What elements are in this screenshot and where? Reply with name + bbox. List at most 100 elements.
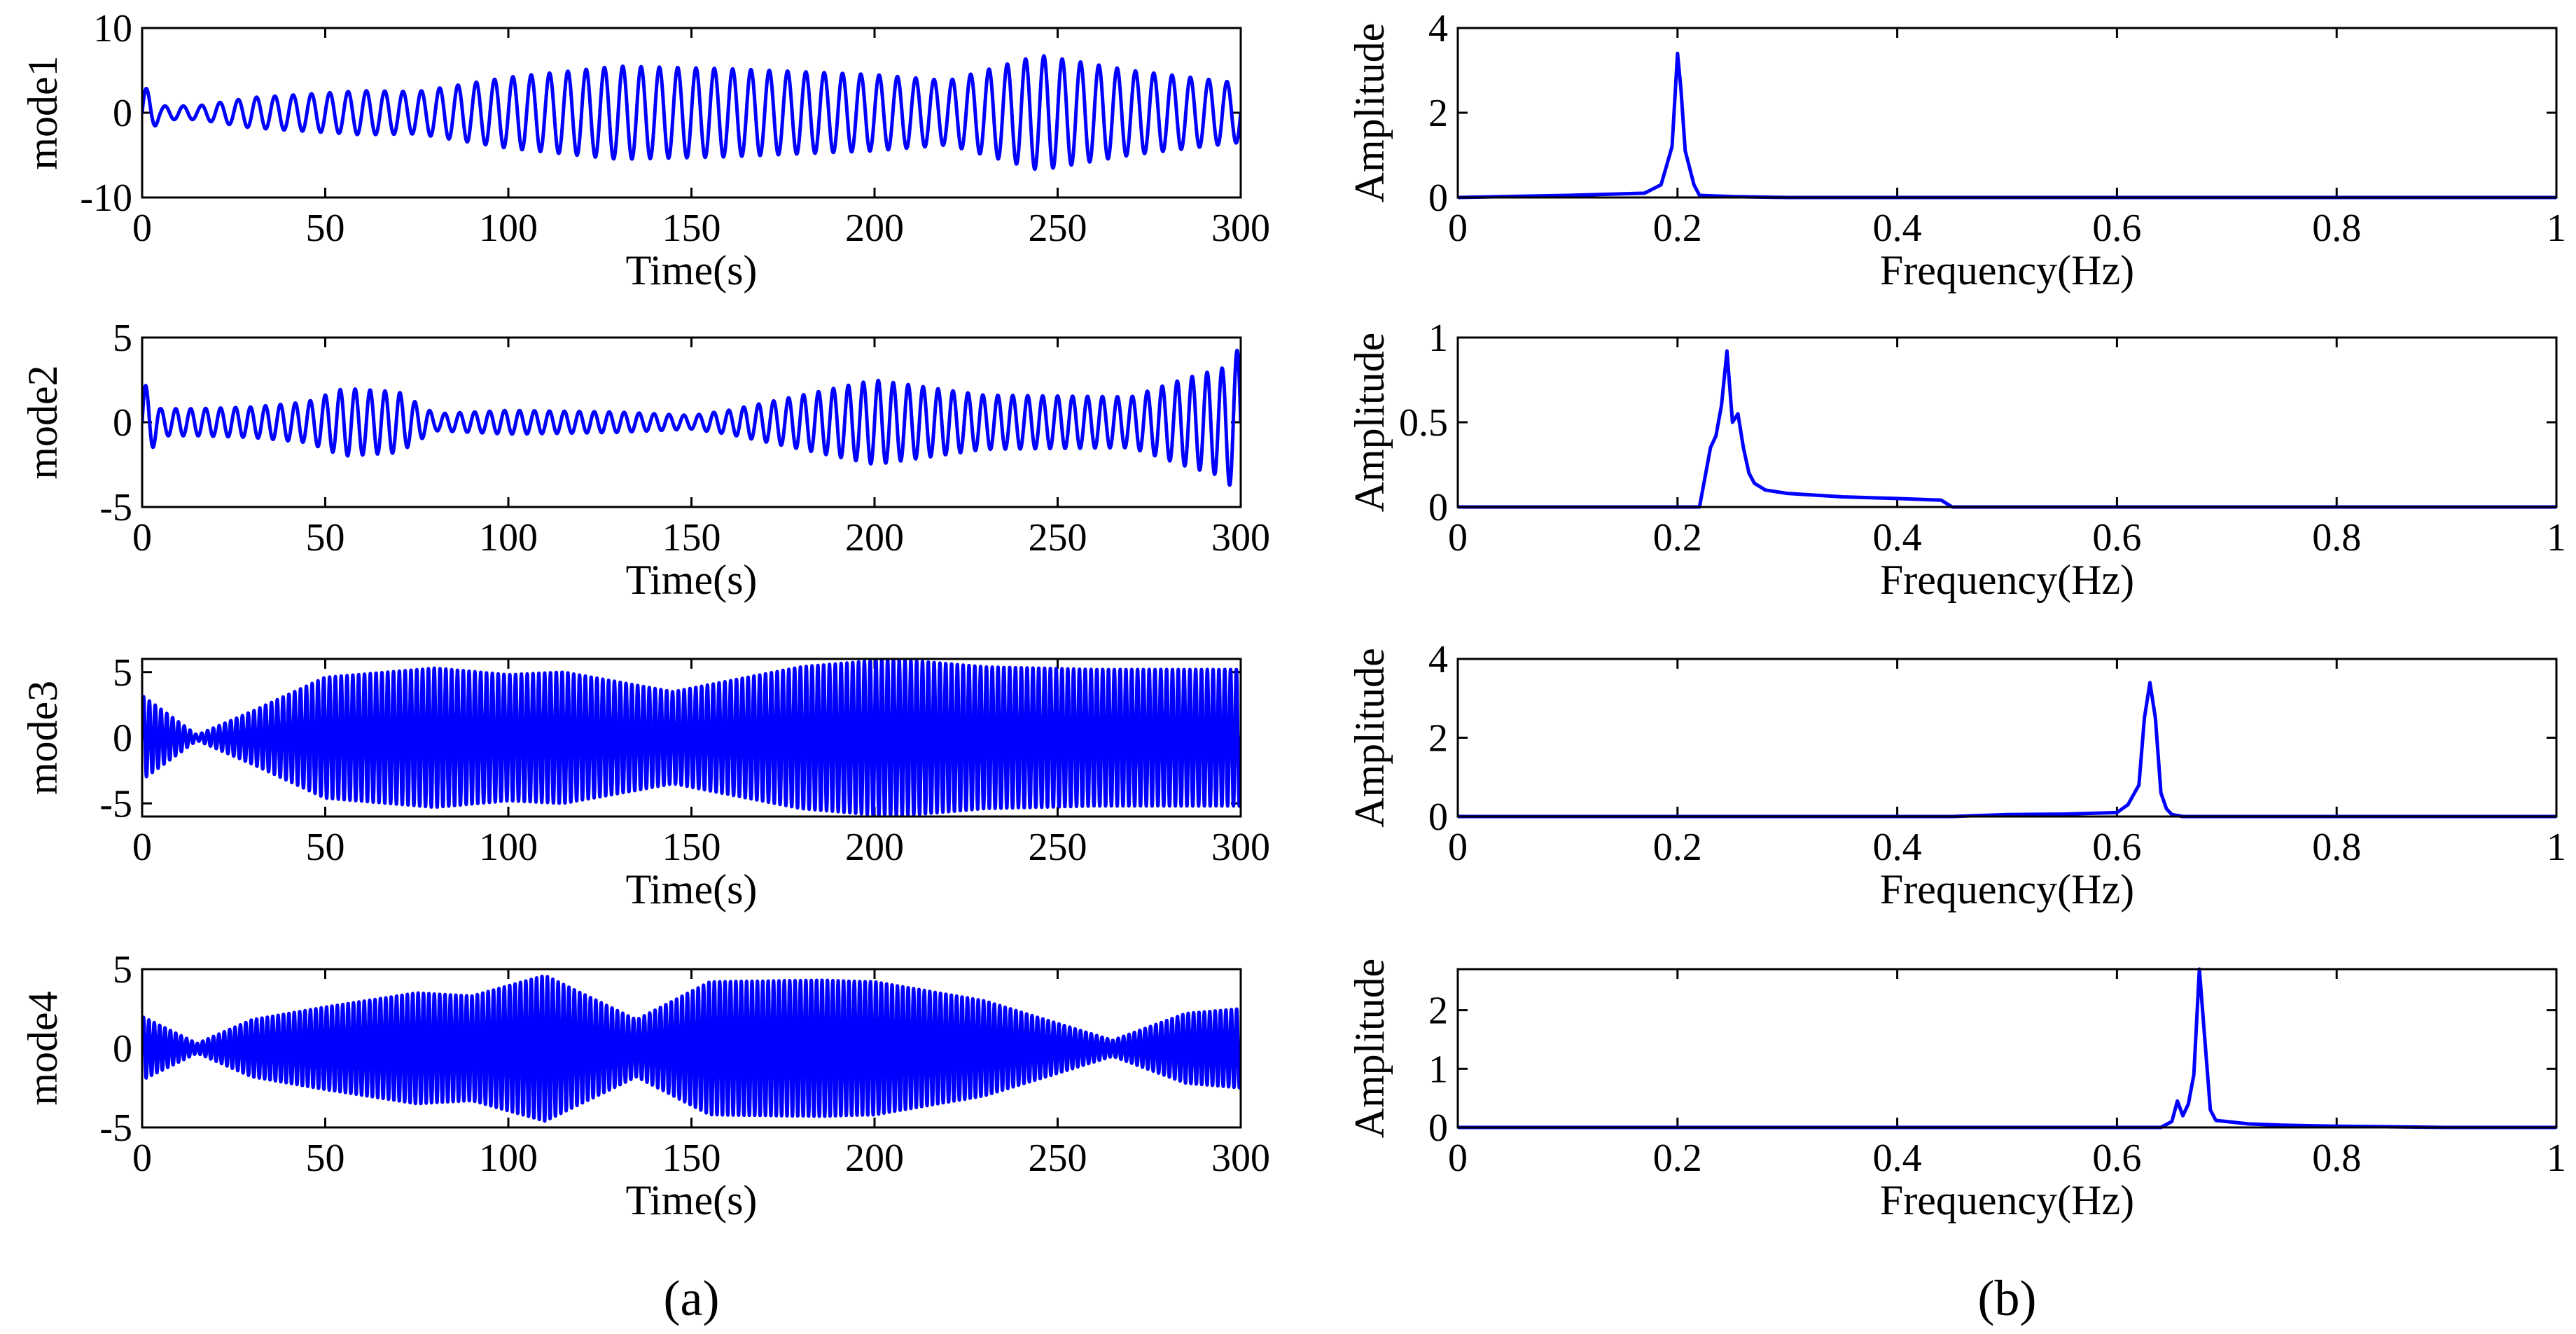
- spectrum-plot-2: 0 0.2 0.4 0.6 0.8 1 1 0.5 0 Frequency(Hz) Amplitud…: [1346, 317, 2566, 603]
- x-axis-label: Time(s): [626, 247, 758, 293]
- panel-label-b: (b): [1978, 1270, 2037, 1326]
- mode-series-line: [142, 974, 1241, 1123]
- x-tick-label: 300: [1211, 207, 1270, 250]
- amplitude-series-line: [1458, 349, 2556, 509]
- x-tick-label: 1: [2547, 826, 2566, 869]
- y-tick-label: -5: [99, 782, 132, 826]
- spectrum-plot-4: 0 0.2 0.4 0.6 0.8 1 2 1 0 Frequency(Hz) Amplitude: [1346, 959, 2566, 1223]
- y-tick-label: 0: [1428, 486, 1448, 529]
- x-tick-label: 100: [479, 826, 538, 869]
- y-tick-label: 5: [113, 651, 132, 695]
- x-tick-label: 0: [132, 1137, 152, 1180]
- x-tick-label: 250: [1029, 516, 1087, 560]
- x-axis-label: Frequency(Hz): [1880, 557, 2134, 603]
- plot-frame: [1456, 658, 2558, 818]
- y-axis-label: mode2: [20, 365, 66, 479]
- x-tick-label: 0: [1448, 1137, 1468, 1180]
- x-tick-label: 0.8: [2312, 207, 2361, 250]
- x-tick-label: 0.8: [2312, 1137, 2361, 1180]
- x-tick-label: 0.4: [1873, 516, 1922, 560]
- y-axis-label: Amplitude: [1346, 959, 1393, 1139]
- y-tick-label: 0: [113, 92, 132, 135]
- y-tick-label: 2: [1428, 717, 1448, 760]
- x-axis-label: Frequency(Hz): [1880, 247, 2134, 293]
- x-tick-label: 100: [479, 516, 538, 560]
- y-tick-label: 0: [1428, 1106, 1448, 1150]
- x-tick-label: 200: [845, 1137, 904, 1180]
- x-tick-label: 50: [306, 516, 345, 560]
- x-axis-label: Time(s): [626, 866, 758, 912]
- y-tick-label: 1: [1428, 317, 1448, 360]
- y-tick-label: 4: [1428, 638, 1448, 681]
- mode-series-line: [142, 348, 1241, 487]
- x-tick-label: 0.2: [1653, 826, 1702, 869]
- x-tick-label: 1: [2547, 207, 2566, 250]
- y-tick-label: 0: [113, 1027, 132, 1071]
- y-axis-label: mode4: [20, 991, 66, 1105]
- y-axis-label: mode1: [20, 55, 66, 169]
- mode-series-line: [142, 54, 1241, 171]
- x-tick-label: 0.6: [2092, 1137, 2141, 1180]
- y-tick-label: 10: [93, 7, 132, 50]
- y-tick-label: 0.5: [1399, 401, 1448, 445]
- plot-frame: [141, 27, 1242, 199]
- amplitude-series-line: [1458, 967, 2556, 1130]
- x-axis-label: Frequency(Hz): [1880, 1177, 2134, 1223]
- y-tick-label: -5: [99, 486, 132, 529]
- x-tick-label: 50: [306, 1137, 345, 1180]
- x-tick-label: 200: [845, 207, 904, 250]
- y-axis-label: mode3: [20, 681, 66, 795]
- x-tick-label: 0.4: [1873, 826, 1922, 869]
- x-tick-label: 0.2: [1653, 516, 1702, 560]
- plot-frame: [1456, 336, 2558, 508]
- x-axis-label: Frequency(Hz): [1880, 866, 2134, 912]
- plot-frame: [141, 658, 1242, 818]
- x-tick-label: 0.2: [1653, 207, 1702, 250]
- y-tick-label: -10: [80, 176, 132, 220]
- panel-label-a: (a): [664, 1270, 720, 1326]
- x-tick-label: 200: [845, 516, 904, 560]
- x-tick-label: 0: [1448, 826, 1468, 869]
- x-tick-label: 100: [479, 207, 538, 250]
- y-tick-label: 0: [1428, 795, 1448, 839]
- plot-frame: [141, 968, 1242, 1129]
- y-tick-label: 0: [1428, 176, 1448, 220]
- y-tick-label: 0: [113, 401, 132, 445]
- x-tick-label: 0.8: [2312, 516, 2361, 560]
- x-tick-label: 150: [662, 207, 721, 250]
- x-tick-label: 0.6: [2092, 207, 2141, 250]
- x-axis-label: Time(s): [626, 1177, 758, 1223]
- x-tick-label: 0.6: [2092, 516, 2141, 560]
- y-axis-label: Amplitude: [1346, 333, 1393, 513]
- x-axis-label: Time(s): [626, 557, 758, 603]
- plot-frame: [1456, 27, 2558, 199]
- y-tick-label: 1: [1428, 1048, 1448, 1091]
- x-tick-label: 0: [1448, 207, 1468, 250]
- x-tick-label: 0: [132, 826, 152, 869]
- plot-frame: [141, 336, 1242, 508]
- y-tick-label: 2: [1428, 92, 1448, 135]
- spectrum-plot-1: 0 0.2 0.4 0.6 0.8 1 4 2 0 Frequency(Hz) Amplitude: [1346, 7, 2566, 293]
- y-axis-label: Amplitude: [1346, 23, 1393, 203]
- x-tick-label: 100: [479, 1137, 538, 1180]
- x-tick-label: 1: [2547, 1137, 2566, 1180]
- x-tick-label: 0.6: [2092, 826, 2141, 869]
- x-tick-label: 300: [1211, 826, 1270, 869]
- x-tick-label: 0.4: [1873, 207, 1922, 250]
- y-tick-label: 2: [1428, 989, 1448, 1033]
- plot-frame: [1456, 968, 2558, 1129]
- x-tick-label: 0: [1448, 516, 1468, 560]
- x-tick-label: 1: [2547, 516, 2566, 560]
- amplitude-series-line: [1458, 681, 2556, 819]
- x-tick-label: 150: [662, 1137, 721, 1180]
- x-tick-label: 250: [1029, 1137, 1087, 1180]
- y-tick-label: 5: [113, 948, 132, 992]
- x-tick-label: 0.8: [2312, 826, 2361, 869]
- x-tick-label: 0: [132, 516, 152, 560]
- y-tick-label: 5: [113, 317, 132, 360]
- amplitude-series-line: [1457, 51, 2556, 200]
